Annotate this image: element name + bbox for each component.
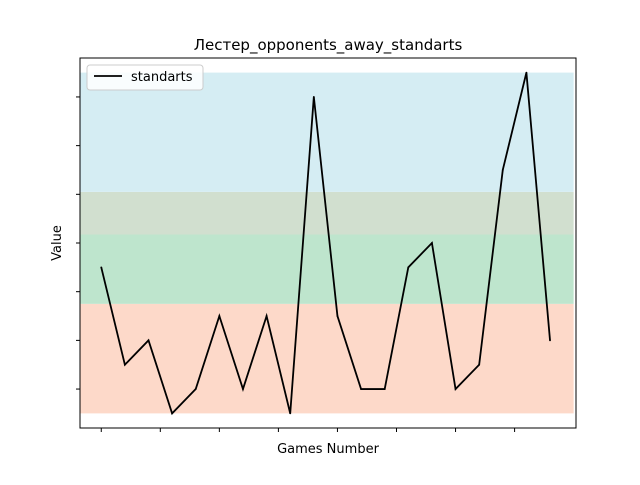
- data-point: [313, 96, 315, 98]
- data-point: [266, 315, 268, 317]
- x-axis-label: Games Number: [277, 442, 379, 457]
- data-point: [218, 315, 220, 317]
- data-point: [148, 339, 150, 341]
- data-point: [171, 412, 173, 414]
- data-point: [526, 72, 528, 74]
- data-point: [478, 364, 480, 366]
- y-axis-label: Value: [50, 225, 65, 261]
- data-point: [360, 388, 362, 390]
- data-point: [431, 242, 433, 244]
- data-point: [242, 388, 244, 390]
- data-point: [100, 266, 102, 268]
- data-point: [195, 388, 197, 390]
- color-bands: [80, 73, 574, 414]
- data-point: [384, 388, 386, 390]
- data-point: [549, 339, 551, 341]
- data-point: [124, 364, 126, 366]
- data-point: [407, 266, 409, 268]
- legend-label: standarts: [131, 70, 193, 85]
- data-point: [455, 388, 457, 390]
- legend: standarts: [87, 65, 203, 90]
- data-point: [337, 315, 339, 317]
- chart-title: Лестер_opponents_away_standarts: [194, 36, 463, 55]
- data-point: [502, 169, 504, 171]
- band-1: [80, 234, 574, 303]
- data-point: [289, 412, 291, 414]
